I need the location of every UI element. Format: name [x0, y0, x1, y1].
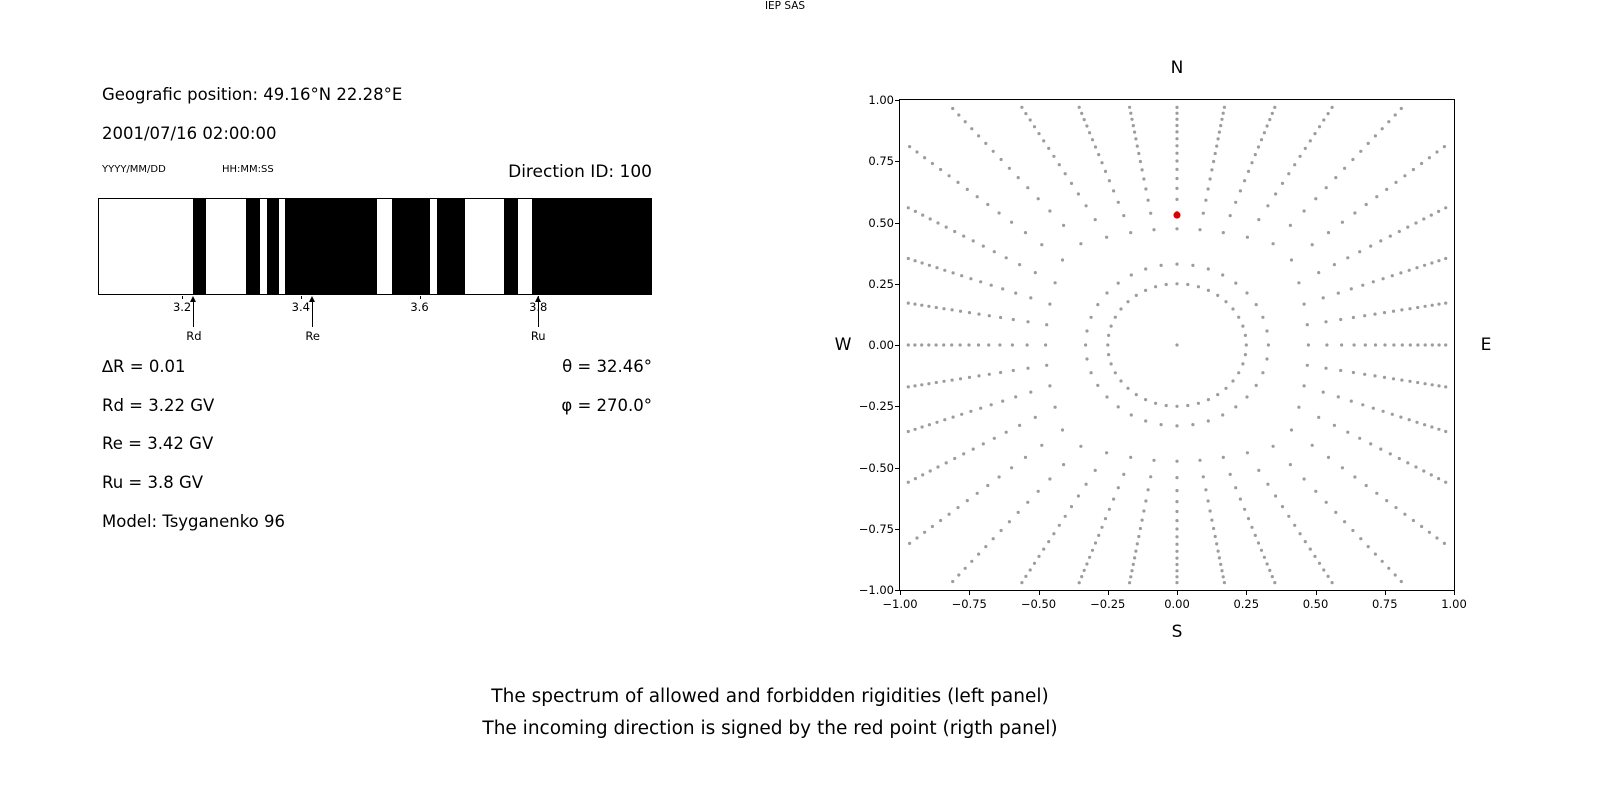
spectrum-band — [284, 199, 377, 294]
x-axis-tick — [1454, 591, 1455, 595]
x-axis-tick-label: −0.25 — [1090, 597, 1126, 611]
stat-ru: Ru = 3.8 GV — [102, 473, 204, 492]
x-axis-tick-label: 0.50 — [1302, 597, 1329, 611]
x-axis-tick — [1384, 591, 1386, 595]
y-axis-tick — [895, 590, 899, 591]
x-axis-tick — [1107, 591, 1109, 595]
spectrum-band — [392, 199, 430, 294]
x-axis-tick-label: 0.00 — [1164, 597, 1190, 611]
y-axis-tick-label: −0.75 — [858, 521, 894, 536]
x-axis-tick — [1246, 591, 1248, 595]
compass-label-north: N — [1170, 58, 1184, 78]
credit-text: IEP SAS — [764, 0, 806, 12]
cutoff-marker-label: Rd — [186, 329, 202, 343]
y-axis-tick-label: −0.50 — [858, 460, 894, 475]
arrow-up-icon — [309, 296, 316, 302]
red-direction-point — [1173, 211, 1181, 219]
x-axis-tick-label: −0.50 — [1020, 597, 1057, 611]
y-axis-tick-label: 0.00 — [868, 338, 894, 352]
caption-line-2: The incoming direction is signed by the … — [482, 718, 1058, 739]
x-axis-tick-label: 0.75 — [1371, 597, 1398, 611]
time-format-label: HH:MM:SS — [222, 164, 274, 175]
rigidity-axis-tick-label: 3.2 — [172, 300, 192, 314]
spectrum-band — [266, 199, 279, 294]
y-axis-tick-label: 0.75 — [868, 154, 894, 169]
datetime-text: 2001/07/16 02:00:00 — [102, 124, 277, 143]
direction-scatter-svg — [899, 99, 1455, 591]
y-axis-tick-label: −0.25 — [858, 399, 894, 414]
x-axis-tick-label: −1.00 — [882, 597, 918, 611]
compass-label-east: E — [1480, 335, 1492, 355]
date-format-label: YYYY/MM/DD — [102, 164, 166, 175]
caption-line-1: The spectrum of allowed and forbidden ri… — [491, 686, 1049, 707]
y-axis-tick — [895, 161, 899, 163]
y-axis-tick — [895, 467, 899, 469]
spectrum-band — [436, 199, 465, 294]
cutoff-marker-label: Ru — [530, 329, 546, 343]
spectrum-band — [192, 199, 206, 294]
x-axis-tick — [900, 591, 901, 595]
x-axis-tick-label: 1.00 — [1441, 597, 1467, 611]
rigidity-axis-tick — [300, 296, 302, 299]
y-axis-tick — [895, 528, 899, 530]
stat-theta: θ = 32.46° — [562, 357, 652, 376]
compass-label-west: W — [834, 335, 852, 355]
x-axis-tick-label: −0.75 — [951, 597, 987, 611]
stat-model: Model: Tsyganenko 96 — [102, 512, 286, 531]
geographic-position-text: Geografic position: 49.16°N 22.28°E — [102, 85, 403, 104]
y-axis-tick — [895, 345, 899, 346]
rigidity-axis-tick — [419, 296, 421, 299]
rigidity-spectrum-plot — [98, 198, 652, 295]
arrow-up-icon — [190, 296, 197, 302]
compass-label-south: S — [1171, 622, 1183, 642]
x-axis-tick — [969, 591, 971, 595]
y-axis-tick — [895, 222, 899, 224]
y-axis-tick-label: 0.50 — [868, 215, 894, 230]
arrow-line — [193, 300, 195, 327]
direction-id-text: Direction ID: 100 — [508, 162, 652, 182]
stat-rd: Rd = 3.22 GV — [102, 396, 215, 415]
stat-delta-r: ∆R = 0.01 — [102, 357, 186, 376]
rigidity-axis-tick-label: 3.6 — [410, 300, 429, 314]
y-axis-tick-label: −1.00 — [858, 583, 894, 597]
rigidity-axis-tick — [182, 296, 184, 299]
x-axis-tick — [1038, 591, 1040, 595]
arrow-line — [537, 300, 539, 327]
y-axis-tick-label: 1.00 — [868, 93, 894, 107]
stat-re: Re = 3.42 GV — [102, 434, 214, 453]
arrow-up-icon — [534, 296, 541, 302]
x-axis-tick — [1315, 591, 1317, 595]
x-axis-tick-label: 0.25 — [1233, 597, 1260, 611]
spectrum-band — [246, 199, 261, 294]
y-axis-tick — [895, 283, 899, 285]
cutoff-marker-label: Re — [305, 329, 320, 343]
arrow-line — [312, 300, 314, 327]
stat-phi: φ = 270.0° — [561, 396, 652, 415]
gray-dots — [906, 105, 1448, 585]
y-axis-tick — [895, 406, 899, 408]
y-axis-tick-label: 0.25 — [868, 276, 894, 291]
spectrum-band — [532, 199, 651, 294]
spectrum-band — [503, 199, 519, 294]
rigidity-axis: 3.23.43.63.8RdReRu — [99, 296, 651, 350]
y-axis-tick — [895, 100, 899, 101]
rigidity-axis-tick-label: 3.4 — [291, 300, 310, 314]
x-axis-tick — [1177, 591, 1178, 595]
